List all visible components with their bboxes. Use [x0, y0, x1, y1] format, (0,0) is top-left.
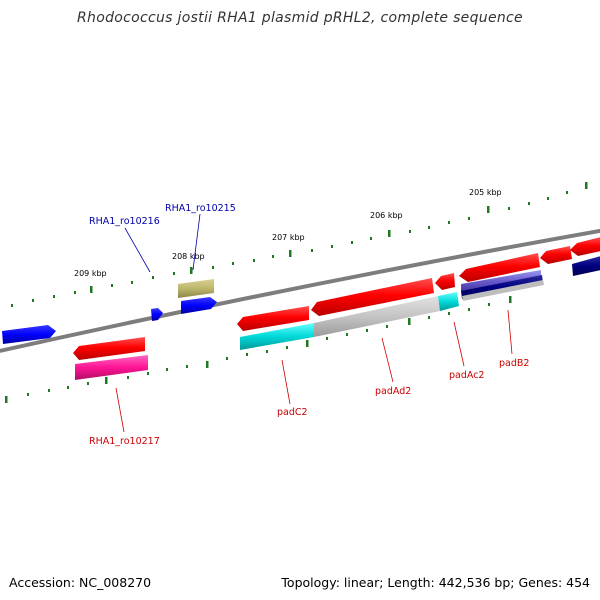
gene-RHA1_ro10217[interactable] [75, 355, 148, 380]
scale-label-206: 206 kbp [370, 211, 403, 220]
label-padC2[interactable]: padC2 [277, 407, 308, 418]
label-RHA1_ro10215[interactable]: RHA1_ro10215 [165, 203, 236, 214]
gene-red-upper-1[interactable] [237, 306, 309, 331]
gene-padAc2[interactable] [438, 292, 459, 311]
gene-red-upper-6[interactable] [570, 237, 600, 256]
gene-navy-right[interactable] [572, 256, 600, 276]
label-padAd2[interactable]: padAd2 [375, 386, 411, 397]
label-padAc2[interactable]: padAc2 [449, 370, 484, 381]
leader-padB2 [507, 309, 513, 355]
gene-blue-left[interactable] [2, 325, 56, 344]
accession-text: Accession: NC_008270 [9, 575, 152, 590]
sequence-backbone [0, 228, 600, 353]
gene-RHA1_ro10216[interactable] [151, 308, 163, 321]
gene-gray-right[interactable] [462, 280, 544, 301]
gene-red-lower-left[interactable] [73, 337, 145, 360]
gene-padB2-purple[interactable] [461, 270, 541, 292]
scale-labels: 209 kbp 208 kbp 207 kbp 206 kbp 205 kbp [74, 188, 502, 278]
inner-tick-ring [5, 296, 512, 403]
outer-tick-ring [11, 182, 588, 307]
topology-summary: Topology: linear; Length: 442,536 bp; Ge… [281, 575, 590, 590]
leader-padAd2 [381, 337, 394, 383]
gene-red-upper-2[interactable] [311, 278, 434, 316]
scale-label-205: 205 kbp [469, 188, 502, 197]
gene-red-upper-3[interactable] [435, 273, 455, 290]
scale-label-208: 208 kbp [172, 252, 205, 261]
scale-label-207: 207 kbp [272, 233, 305, 242]
leader-RHA1_ro10215 [192, 213, 201, 271]
scale-label-209: 209 kbp [74, 269, 107, 278]
map-title: Rhodococcus jostii RHA1 plasmid pRHL2, c… [77, 10, 523, 26]
label-padB2[interactable]: padB2 [499, 358, 529, 369]
leader-lines [115, 213, 513, 433]
gene-RHA1_ro10215-blue[interactable] [181, 297, 217, 314]
label-RHA1_ro10217[interactable]: RHA1_ro10217 [89, 436, 160, 447]
gene-padAd2[interactable] [314, 296, 440, 337]
gene-RHA1_ro10215-olive[interactable] [178, 279, 214, 298]
leader-RHA1_ro10216 [124, 227, 151, 273]
gene-padC2[interactable] [240, 323, 314, 350]
label-RHA1_ro10216[interactable]: RHA1_ro10216 [89, 216, 160, 227]
gene-red-upper-4[interactable] [459, 253, 540, 282]
leader-padC2 [281, 359, 291, 405]
leader-RHA1_ro10217 [115, 387, 125, 433]
gene-red-upper-5[interactable] [540, 246, 572, 264]
leader-padAc2 [453, 321, 465, 367]
